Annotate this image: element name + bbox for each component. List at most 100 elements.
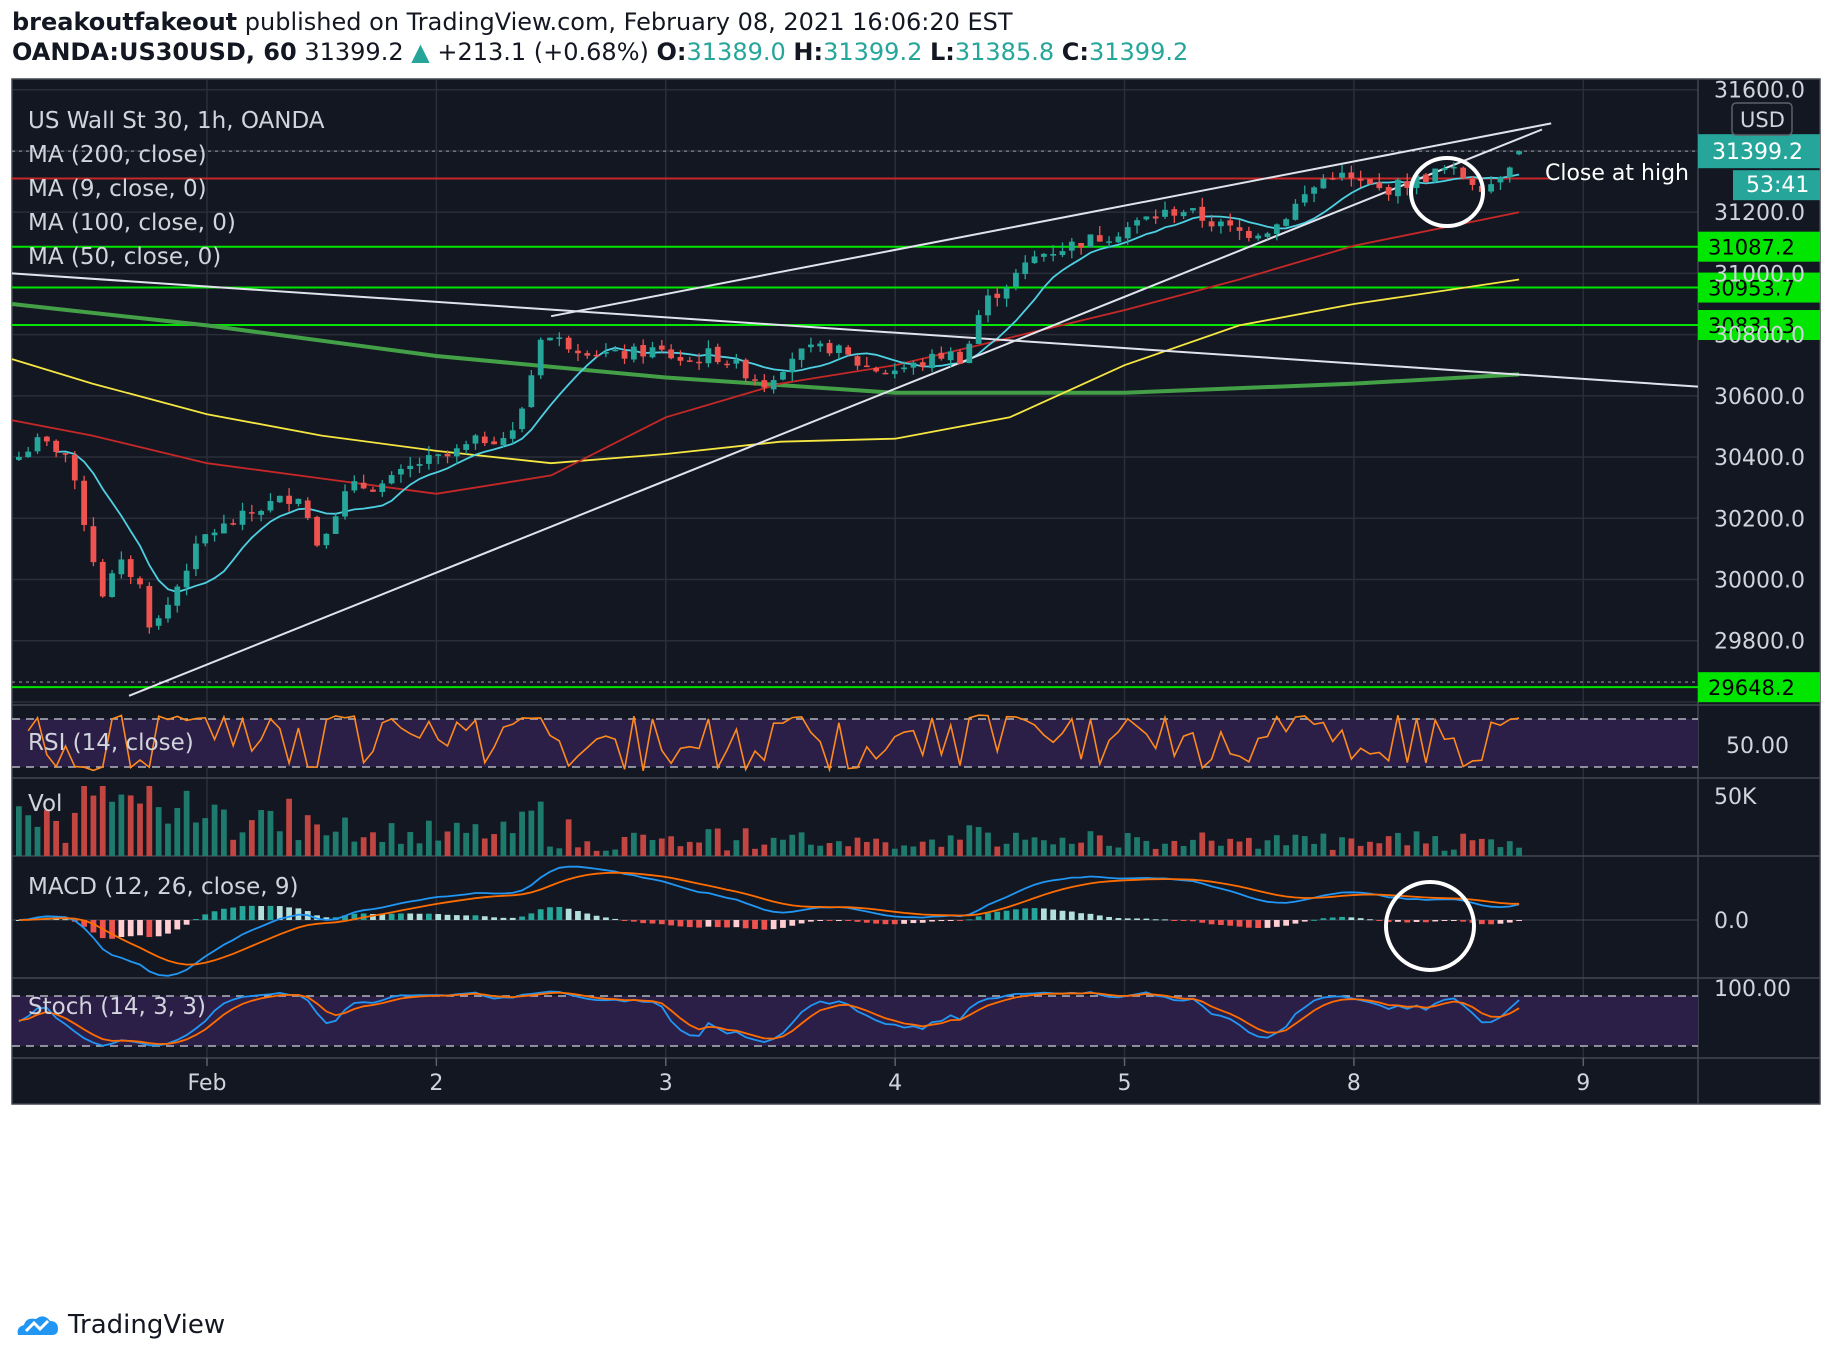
trendline [11, 272, 1699, 388]
volume-bar [528, 810, 535, 856]
macd-histogram-bar [62, 919, 69, 921]
volume-bar [500, 821, 507, 856]
macd-histogram-bar [230, 907, 237, 920]
macd-histogram-bar [444, 914, 451, 920]
macd-histogram-bar [1432, 920, 1439, 922]
tradingview-logo[interactable]: TradingView [14, 1305, 225, 1345]
moving-average-line [11, 278, 1520, 465]
volume-bar [1329, 849, 1336, 856]
x-axis-tick-label: 4 [888, 1071, 902, 1096]
macd-histogram-bar [1497, 920, 1504, 924]
macd-histogram-bar [1013, 909, 1019, 920]
price-axis-tick-label: 30000.0 [1714, 568, 1805, 593]
macd-histogram-bar [491, 917, 497, 920]
volume-bar [407, 832, 414, 856]
author-name[interactable]: breakoutfakeout [12, 8, 238, 36]
volume-bar [603, 850, 609, 856]
macd-histogram-bar [1404, 920, 1411, 923]
volume-bar [733, 840, 740, 856]
candle-body [90, 526, 97, 563]
x-axis-tick-label: 8 [1347, 1071, 1361, 1096]
candle-body [1180, 212, 1187, 217]
candle-body [882, 372, 889, 375]
volume-bar [1516, 847, 1522, 856]
volume-bar [565, 819, 572, 856]
volume-bar [1013, 832, 1019, 856]
volume-bar [556, 848, 563, 856]
candle-body [919, 362, 926, 367]
macd-histogram-bar [1134, 918, 1140, 920]
level-label-text: 30953.7 [1708, 277, 1795, 301]
candle-body [808, 344, 814, 348]
volume-bar [1245, 837, 1252, 856]
volume-bar [211, 804, 218, 856]
macd-histogram-bar [1171, 920, 1178, 921]
candle-body [556, 337, 563, 339]
level-label-box [1698, 272, 1820, 303]
x-axis-tick-label: 5 [1118, 1071, 1132, 1096]
volume-bar [835, 841, 842, 856]
macd-histogram-bar [1357, 918, 1364, 920]
candle-body [1162, 209, 1168, 217]
candle-body [314, 516, 320, 546]
volume-bar [1423, 843, 1429, 856]
volume-bar [1255, 848, 1262, 856]
candle-body [947, 351, 954, 361]
macd-histogram-bar [1003, 910, 1010, 920]
candle-body [835, 345, 842, 353]
macd-histogram-bar [1068, 911, 1075, 920]
candle-body [1096, 235, 1103, 242]
candle-body [416, 464, 423, 466]
macd-histogram-bar [1339, 916, 1345, 920]
macd-histogram-bar [724, 920, 730, 928]
volume-bar [891, 848, 898, 856]
volume-bar [826, 843, 833, 856]
stoch-k-line [18, 990, 1520, 1047]
candle-body [789, 358, 796, 373]
volume-bar [25, 815, 32, 856]
candle-body [193, 543, 199, 570]
legend-item: MA (200, close) [28, 142, 207, 168]
macd-histogram-bar [1078, 913, 1085, 920]
up-triangle-icon: ▲ [411, 38, 430, 66]
level-label-text: 30831.3 [1708, 314, 1795, 338]
candle-body [220, 523, 227, 534]
candle-body [43, 436, 50, 442]
macd-histogram-bar [1050, 909, 1057, 920]
macd-histogram-bar [528, 913, 535, 920]
legend-item: MA (9, close, 0) [28, 176, 207, 202]
candle-body [81, 480, 87, 526]
candle-body [1124, 227, 1131, 239]
volume-bar [1152, 848, 1159, 856]
macd-histogram-bar [453, 915, 460, 920]
candle-body [491, 441, 497, 445]
volume-bar [1087, 831, 1094, 856]
volume-bar [248, 820, 255, 856]
candle-body [463, 444, 470, 450]
macd-histogram-bar [733, 920, 740, 928]
macd-histogram-bar [640, 920, 647, 924]
high-label: H: [793, 38, 824, 66]
macd-histogram-bar [481, 916, 488, 920]
volume-bar [388, 823, 395, 856]
macd-histogram-bar [547, 907, 553, 920]
candle-body [332, 516, 339, 534]
x-axis-tick-label: 2 [429, 1071, 443, 1096]
candle-body [584, 353, 591, 356]
candle-body [286, 495, 292, 504]
candle-body [183, 570, 190, 588]
volume-bar [808, 844, 814, 856]
macd-histogram-bar [1329, 917, 1336, 920]
candle-body [1441, 168, 1448, 170]
candle-body [854, 356, 861, 366]
candle-body [817, 343, 824, 347]
volume-bar [370, 832, 376, 856]
symbol-name[interactable]: OANDA:US30USD, 60 [12, 38, 297, 66]
candle-body [901, 367, 907, 370]
macd-histogram-bar [994, 911, 1001, 920]
rsi-band [12, 719, 1698, 767]
symbol-line: OANDA:US30USD, 60 31399.2 ▲ +213.1 (+0.6… [12, 38, 1188, 66]
candle-body [53, 440, 60, 453]
published-text: published on TradingView.com, February 0… [244, 8, 1013, 36]
